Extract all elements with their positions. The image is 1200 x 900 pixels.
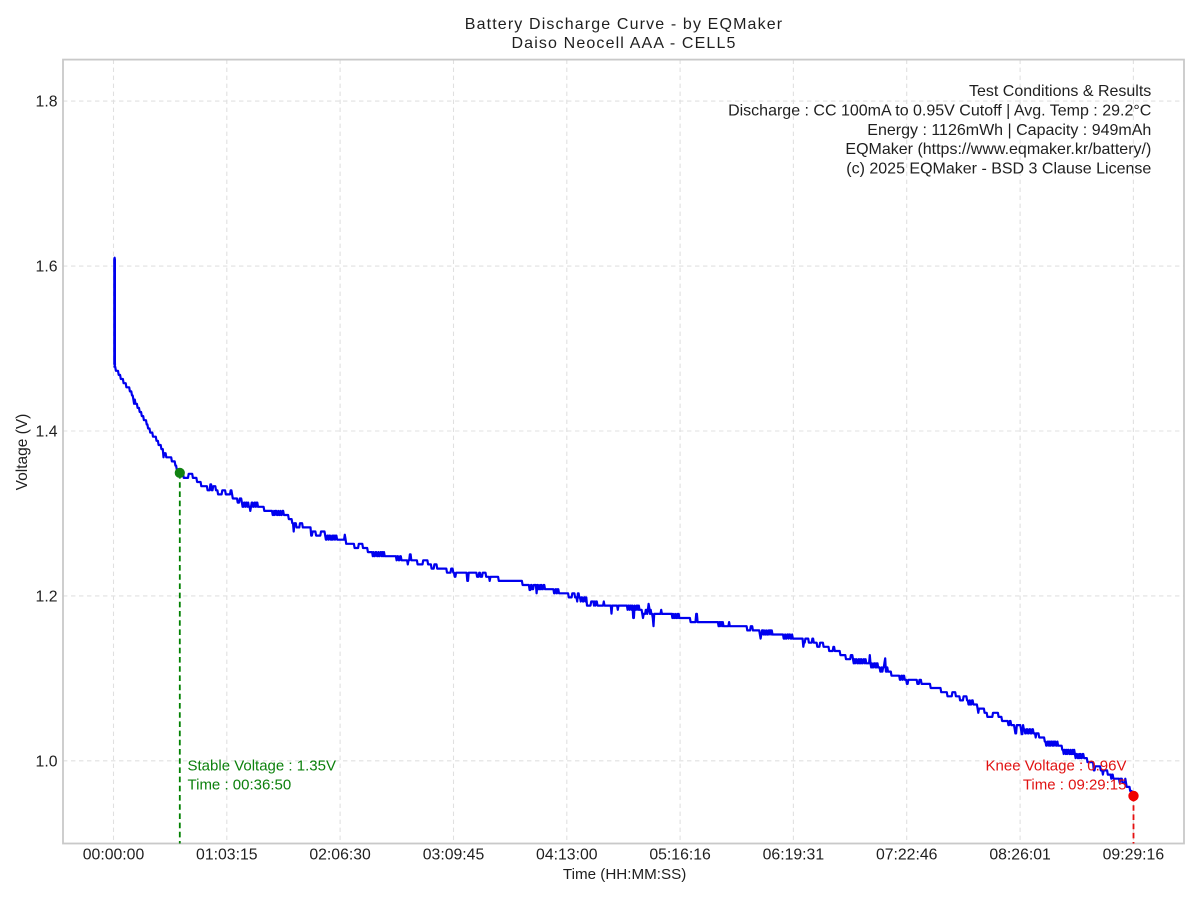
svg-text:08:26:01: 08:26:01 — [989, 847, 1051, 864]
svg-text:Discharge : CC 100mA to 0.95V: Discharge : CC 100mA to 0.95V Cutoff | A… — [728, 103, 1151, 120]
svg-text:Time : 00:36:50: Time : 00:36:50 — [188, 777, 292, 794]
svg-text:07:22:46: 07:22:46 — [876, 847, 938, 864]
svg-text:Voltage (V): Voltage (V) — [14, 414, 31, 491]
svg-text:Knee Voltage : 0.96V: Knee Voltage : 0.96V — [986, 757, 1127, 774]
svg-text:Energy : 1126mWh | Capacity :: Energy : 1126mWh | Capacity : 949mAh — [867, 122, 1151, 139]
svg-text:Daiso Neocell AAA - CELL5: Daiso Neocell AAA - CELL5 — [511, 35, 736, 52]
svg-text:Time : 09:29:15: Time : 09:29:15 — [1023, 776, 1127, 793]
svg-text:00:00:00: 00:00:00 — [83, 847, 145, 864]
svg-text:06:19:31: 06:19:31 — [763, 847, 825, 864]
svg-text:Time (HH:MM:SS): Time (HH:MM:SS) — [563, 866, 686, 883]
svg-text:Test Conditions & Results: Test Conditions & Results — [969, 83, 1151, 100]
svg-text:1.4: 1.4 — [36, 424, 58, 441]
svg-text:03:09:45: 03:09:45 — [423, 847, 485, 864]
svg-text:04:13:00: 04:13:00 — [536, 847, 598, 864]
svg-text:Battery Discharge Curve - by E: Battery Discharge Curve - by EQMaker — [465, 16, 783, 33]
svg-text:1.6: 1.6 — [36, 259, 58, 276]
svg-text:EQMaker (https://www.eqmaker.k: EQMaker (https://www.eqmaker.kr/battery/… — [845, 141, 1151, 158]
svg-text:02:06:30: 02:06:30 — [309, 847, 371, 864]
svg-text:Stable Voltage : 1.35V: Stable Voltage : 1.35V — [188, 758, 336, 775]
svg-text:09:29:16: 09:29:16 — [1103, 847, 1165, 864]
svg-text:05:16:16: 05:16:16 — [649, 847, 711, 864]
svg-text:1.2: 1.2 — [36, 589, 58, 606]
svg-text:1.0: 1.0 — [36, 753, 58, 770]
svg-text:(c) 2025 EQMaker - BSD 3 Claus: (c) 2025 EQMaker - BSD 3 Clause License — [846, 160, 1151, 177]
svg-text:01:03:15: 01:03:15 — [196, 847, 258, 864]
svg-text:1.8: 1.8 — [36, 94, 58, 111]
